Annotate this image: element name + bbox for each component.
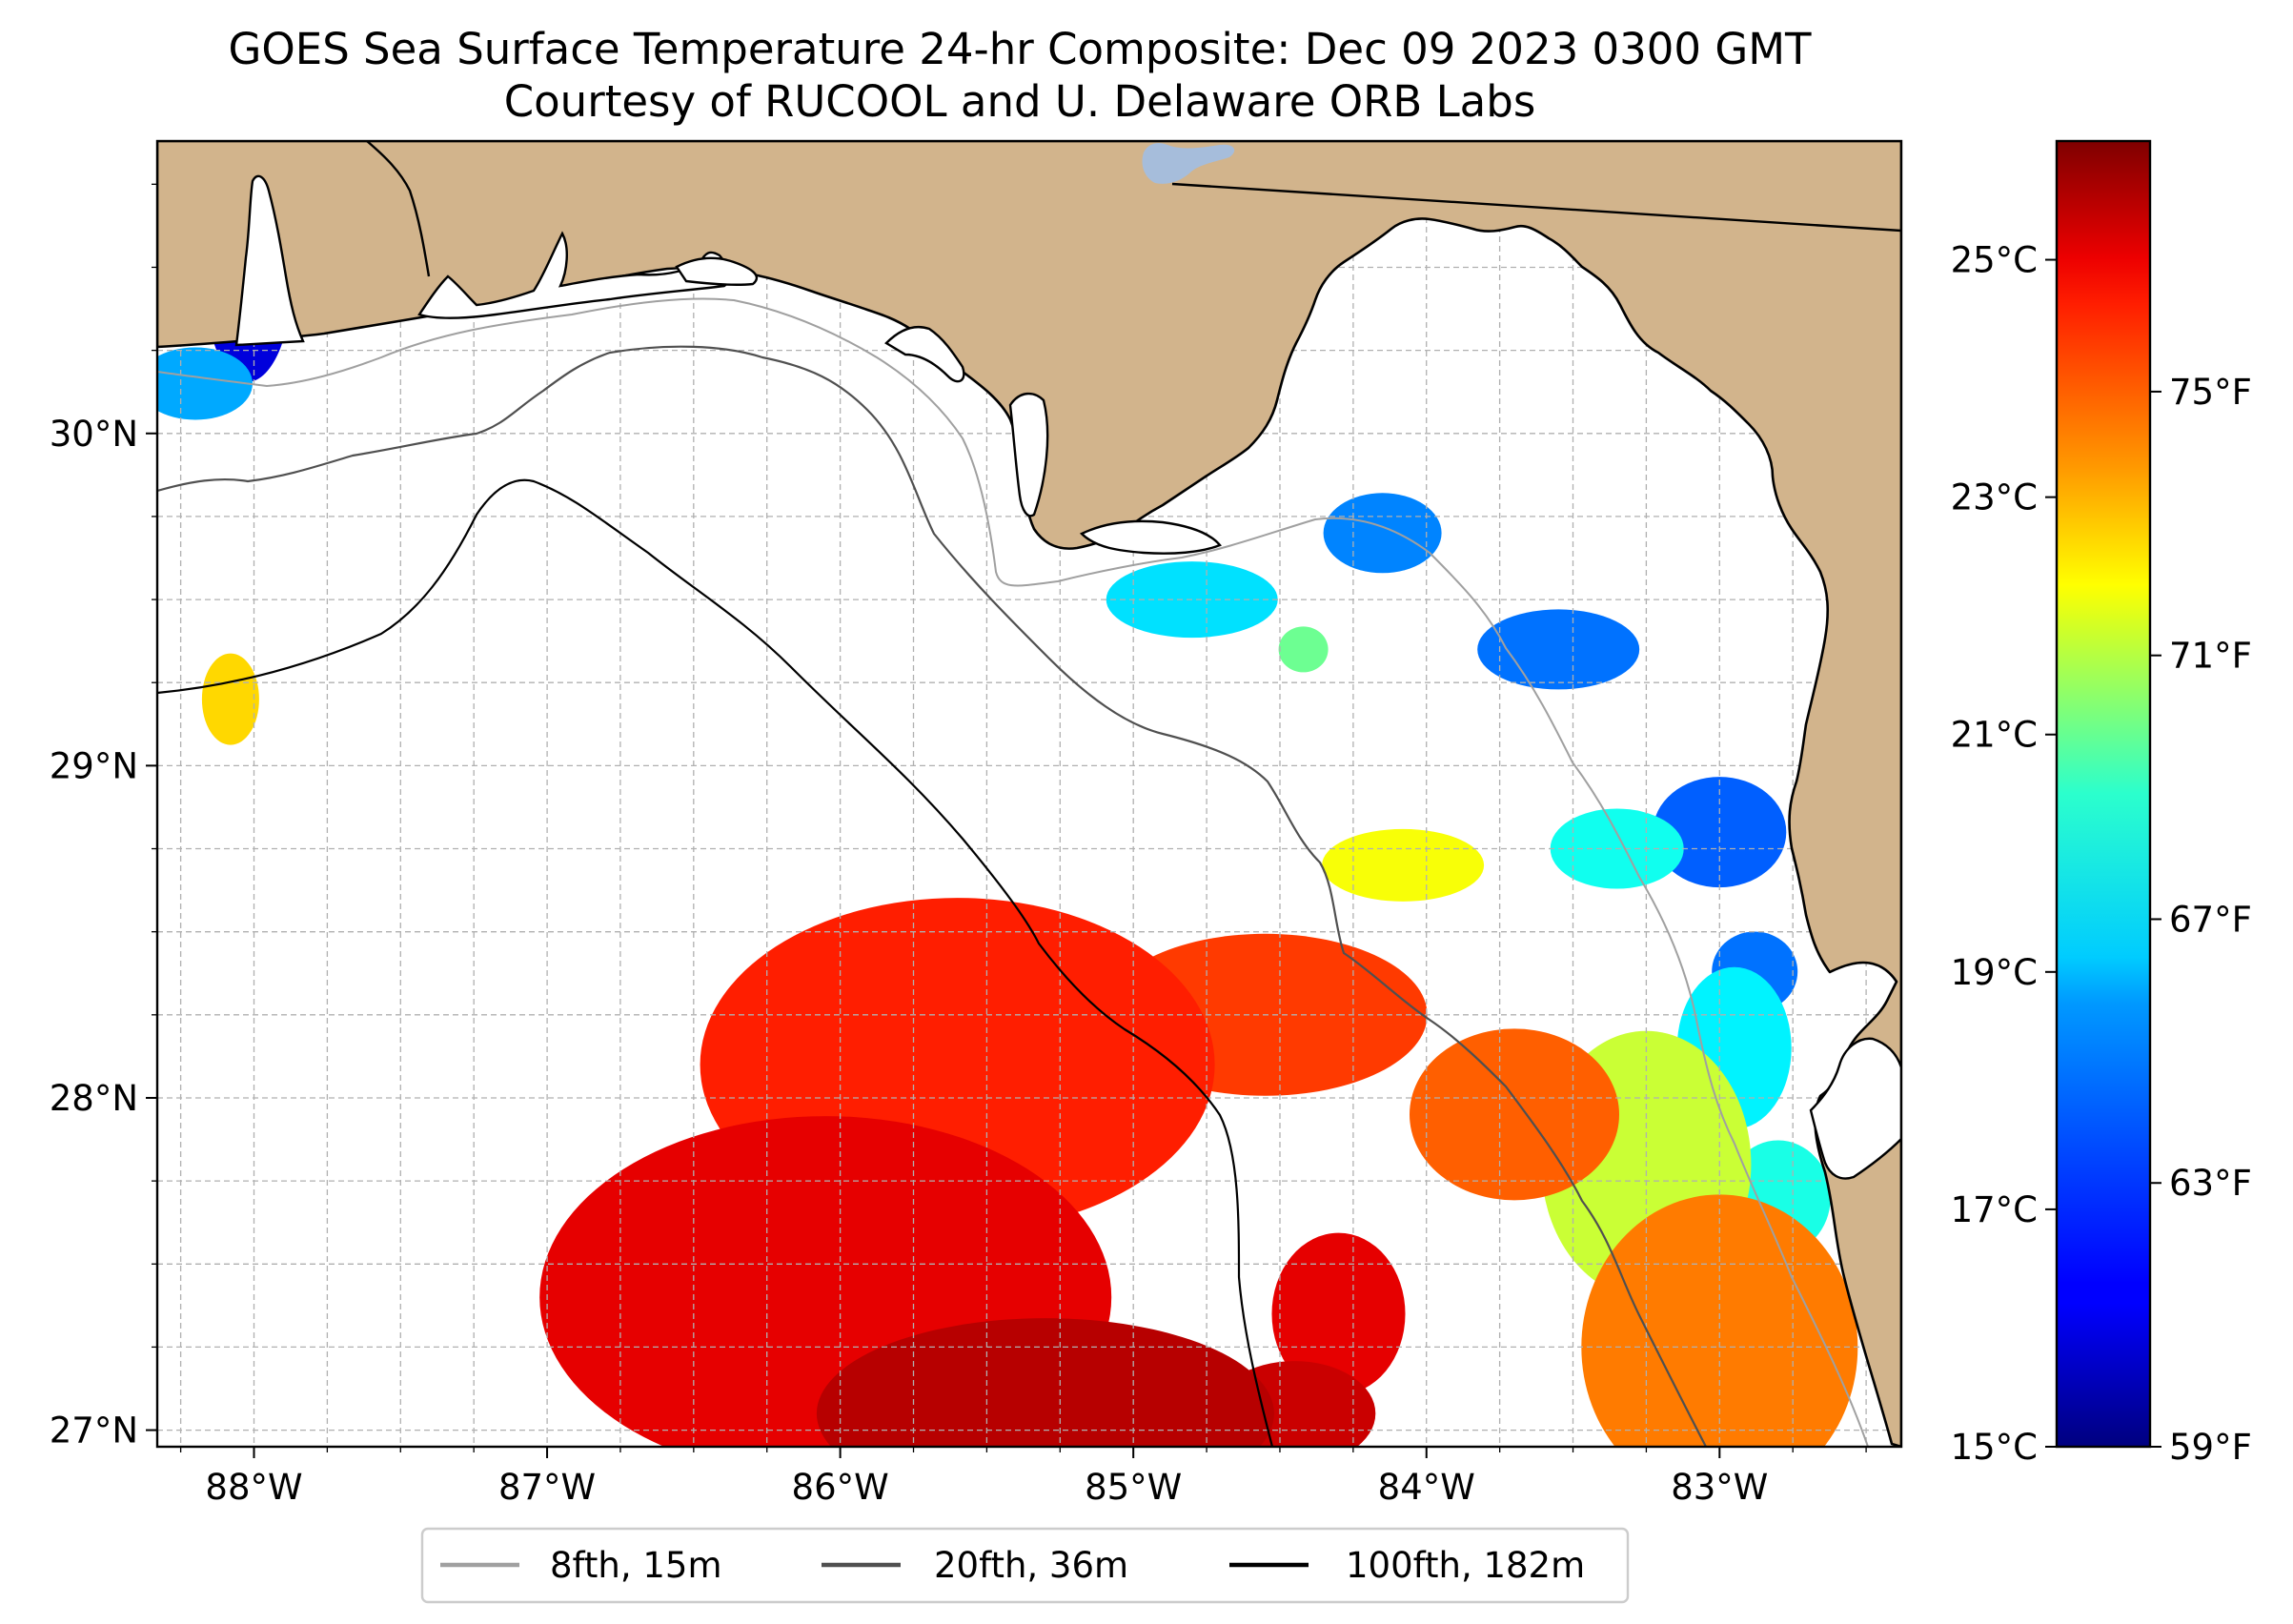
contour-100fth — [157, 478, 1274, 1447]
lon-tick-label: 86°W — [792, 1467, 889, 1508]
mobile-bay-water — [234, 174, 305, 347]
fahrenheit-tick-label: 75°F — [2169, 372, 2252, 413]
sst-patch-2 — [157, 347, 253, 420]
celsius-tick-label: 21°C — [1951, 715, 2038, 756]
sst-patch-7 — [1477, 609, 1640, 690]
map-area — [157, 141, 1901, 1447]
celsius-tick-label: 23°C — [1951, 477, 2038, 518]
choctawhatchee-bay-water — [675, 256, 759, 286]
apalachicola-bay-water — [1008, 392, 1049, 518]
lon-tick-label: 83°W — [1671, 1467, 1768, 1508]
legend-label-20fth: 20fth, 36m — [934, 1545, 1128, 1586]
colorbar-ticks: 25°C 23°C 21°C 19°C 17°C 15°C 75°F 71°F 67°F 63°F… — [1951, 240, 2252, 1468]
colorbar-gradient — [2055, 139, 2152, 1449]
lake — [1142, 143, 1235, 184]
lat-tick-label: 30°N — [50, 414, 138, 455]
lat-tick-label: 28°N — [50, 1078, 138, 1119]
fahrenheit-tick-label: 63°F — [2169, 1163, 2252, 1204]
celsius-tick-label: 15°C — [1951, 1427, 2038, 1468]
state-border — [1171, 182, 1901, 233]
legend-label-100fth: 100fth, 182m — [1346, 1545, 1585, 1586]
sst-patch-19 — [1581, 1194, 1858, 1447]
colorbar: 25°C 23°C 21°C 19°C 17°C 15°C 75°F 71°F 67°F 63°F… — [1951, 139, 2252, 1468]
fahrenheit-tick-label: 71°F — [2169, 636, 2252, 677]
celsius-tick-label: 17°C — [1951, 1189, 2038, 1230]
lon-tick-label: 84°W — [1378, 1467, 1475, 1508]
contour-legend: 8fth, 15m 20fth, 36m 100fth, 182m — [420, 1527, 1630, 1604]
lon-tick-label: 87°W — [498, 1467, 596, 1508]
celsius-tick-label: 25°C — [1951, 240, 2038, 281]
sst-patch-10 — [1322, 828, 1485, 902]
sst-patch-17 — [1271, 1232, 1406, 1395]
sst-patch-3 — [201, 653, 259, 745]
legend-label-8fth: 8fth, 15m — [550, 1545, 722, 1586]
sst-patch-5 — [1323, 493, 1442, 574]
sst-patch-22 — [816, 1318, 1274, 1447]
lat-tick-label: 27°N — [50, 1411, 138, 1451]
lon-tick-label: 88°W — [205, 1467, 302, 1508]
fahrenheit-tick-label: 67°F — [2169, 899, 2252, 940]
fahrenheit-tick-label: 59°F — [2169, 1427, 2252, 1468]
pensacola-bay-water — [417, 231, 731, 319]
lon-tick-label: 85°W — [1085, 1467, 1182, 1508]
contour-8fth — [157, 297, 1869, 1447]
map-frame — [155, 139, 1903, 1449]
celsius-tick-label: 19°C — [1951, 952, 2038, 993]
st-andrew-bay-water — [884, 325, 965, 383]
map-axes: 88°W 87°W 86°W 85°W 84°W 83°W 30°N 29°N 28°N 27°N — [50, 183, 1867, 1508]
apalachee-bay-water — [1079, 519, 1222, 555]
sst-patch-16 — [1410, 1028, 1619, 1201]
sst-layer — [157, 152, 1858, 1447]
tampa-bay-water — [1809, 1037, 1901, 1180]
title-line-1: GOES Sea Surface Temperature 24-hr Compo… — [228, 24, 1812, 74]
title-line-2: Courtesy of RUCOOL and U. Delaware ORB L… — [504, 76, 1536, 127]
sst-patch-6 — [1278, 626, 1329, 673]
contour-20fth — [157, 345, 1707, 1447]
state-border-west — [366, 141, 431, 277]
legend-frame — [420, 1527, 1630, 1604]
lat-tick-label: 29°N — [50, 745, 138, 786]
